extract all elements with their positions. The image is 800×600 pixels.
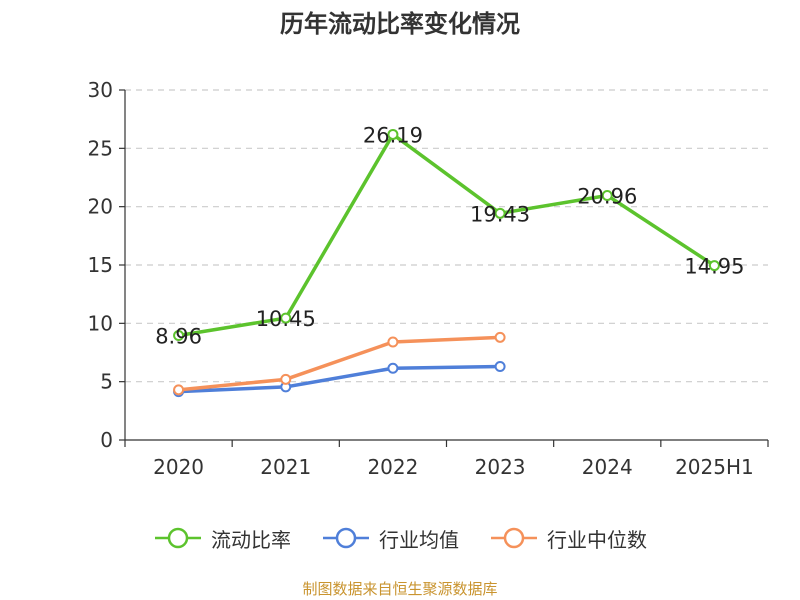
legend-item[interactable]: 行业均值 [321,524,459,553]
legend-label: 行业均值 [379,527,459,552]
data-label: 8.96 [155,324,202,348]
data-point [494,361,506,372]
series-line [178,335,501,392]
legend-circle [335,527,357,549]
data-point [280,312,292,324]
x-tick-label: 2021 [260,455,311,479]
x-tick-label: 2020 [153,455,204,479]
series-line [178,132,716,338]
data-point [708,260,720,272]
data-point [280,373,292,385]
x-tick-label: 2024 [582,455,633,479]
data-point [387,362,399,374]
data-points [173,128,720,398]
data-point [387,128,399,140]
legend-circle [167,527,189,549]
series-line [178,364,501,394]
y-tick-label: 10 [88,311,113,335]
legend-circle [503,527,525,549]
y-tick-label: 25 [88,136,113,160]
data-point [494,207,506,219]
data-point [173,329,185,341]
x-tick-label: 2025H1 [675,455,754,479]
data-label: 20.96 [577,184,637,208]
grid-lines [125,89,768,383]
legend-line-marker-icon [323,527,369,549]
chart-title: 历年流动比率变化情况 [280,10,520,38]
data-label: 26.19 [363,123,423,147]
y-tick-label: 15 [88,253,113,277]
axes: 0 5 10 15 20 25 30 2020 2021 2022 2023 2024 2025H1 [88,78,769,479]
legend: 流动比率 行业均值 行业中位数 [0,520,800,556]
y-tick-label: 30 [88,78,113,102]
legend-item[interactable]: 流动比率 [153,524,291,553]
legend-label: 行业中位数 [547,527,647,552]
legend-item[interactable]: 行业中位数 [489,524,647,553]
line-chart: 0 5 10 15 20 25 30 2020 2021 2022 2023 2024 2025H1 8… [88,78,769,479]
x-tick-label: 2023 [475,455,526,479]
data-point [173,384,185,396]
x-tick-label: 2022 [367,455,418,479]
y-tick-label: 5 [100,370,113,394]
data-label: 10.45 [256,307,316,331]
data-point [387,336,399,348]
legend-line-marker-icon [491,527,537,549]
data-labels: 8.96 10.45 26.19 19.43 20.96 14.95 [155,123,744,348]
source-note: 制图数据来自恒生聚源数据库 [302,580,498,598]
legend-label: 流动比率 [211,527,291,552]
data-point [601,189,613,201]
y-tick-label: 20 [88,195,113,219]
data-label: 14.95 [684,255,744,279]
data-point [494,331,506,343]
series-lines [178,132,716,394]
legend-line-marker-icon [155,527,201,549]
data-label: 19.43 [470,202,530,226]
y-tick-label: 0 [100,428,113,452]
